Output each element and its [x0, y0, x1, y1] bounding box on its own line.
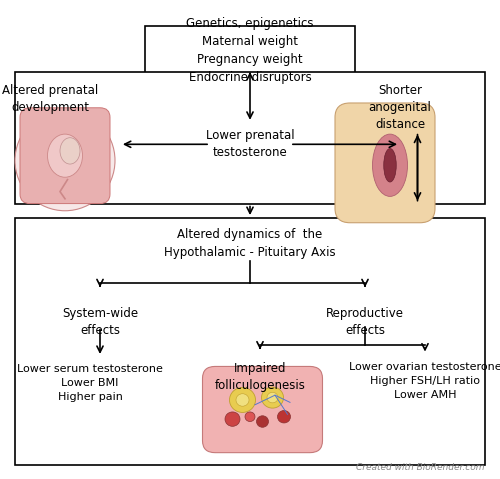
Text: Lower serum testosterone
Lower BMI
Higher pain: Lower serum testosterone Lower BMI Highe… — [17, 364, 163, 402]
Ellipse shape — [48, 134, 82, 177]
Circle shape — [225, 412, 240, 426]
Text: Shorter
anogenital
distance: Shorter anogenital distance — [368, 84, 432, 131]
Circle shape — [256, 416, 268, 427]
Bar — [15, 218, 485, 465]
Text: Lower prenatal
testosterone: Lower prenatal testosterone — [206, 129, 294, 160]
Circle shape — [236, 394, 249, 406]
Text: System-wide
effects: System-wide effects — [62, 307, 138, 337]
Text: Reproductive
effects: Reproductive effects — [326, 307, 404, 337]
FancyBboxPatch shape — [335, 103, 435, 223]
Ellipse shape — [15, 110, 115, 211]
Ellipse shape — [384, 148, 396, 182]
Circle shape — [230, 388, 256, 412]
Text: Created with BioRender.com: Created with BioRender.com — [356, 463, 485, 472]
Circle shape — [278, 411, 290, 423]
Circle shape — [267, 392, 278, 403]
Text: Genetics, epigenetics
Maternal weight
Pregnancy weight
Endocrine disruptors: Genetics, epigenetics Maternal weight Pr… — [186, 17, 314, 84]
Text: Altered dynamics of  the
Hypothalamic - Pituitary Axis: Altered dynamics of the Hypothalamic - P… — [164, 228, 336, 259]
Bar — [15, 72, 485, 204]
Bar — [145, 26, 355, 74]
Text: Altered prenatal
development: Altered prenatal development — [2, 84, 98, 114]
FancyBboxPatch shape — [20, 108, 110, 204]
Ellipse shape — [372, 134, 408, 196]
Circle shape — [245, 412, 255, 422]
FancyBboxPatch shape — [202, 366, 322, 453]
Text: Lower ovarian testosterone
Higher FSH/LH ratio
Lower AMH: Lower ovarian testosterone Higher FSH/LH… — [348, 362, 500, 399]
Circle shape — [262, 387, 283, 408]
Text: Impaired
folliculogenesis: Impaired folliculogenesis — [214, 362, 306, 392]
Ellipse shape — [60, 138, 80, 164]
